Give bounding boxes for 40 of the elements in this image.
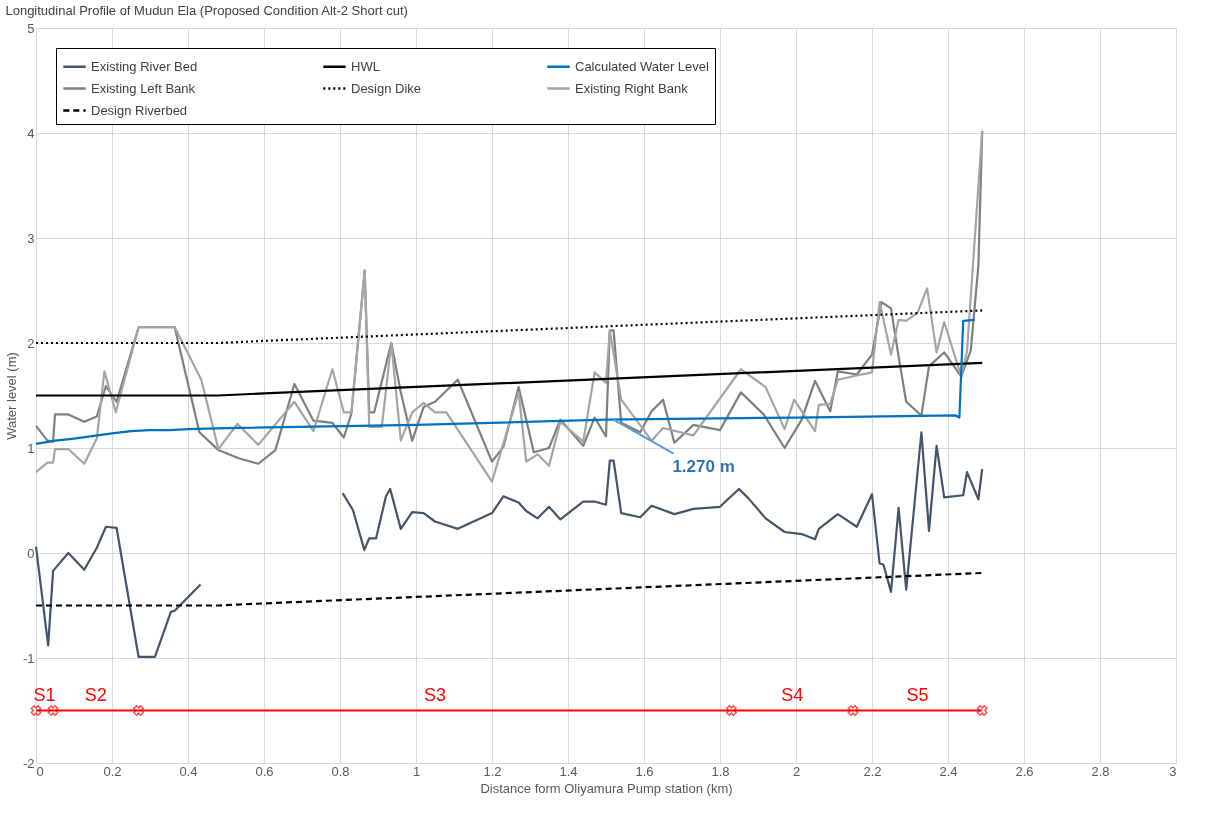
y-tick-label: -2 (22, 755, 35, 771)
x-tick-label: 3 (1169, 763, 1177, 779)
x-tick-label: 2.4 (939, 763, 958, 779)
y-tick-label: 4 (27, 125, 35, 141)
y-tick-label: 1 (27, 440, 35, 456)
annotation: S5 (906, 684, 929, 705)
annotation: S3 (423, 684, 447, 705)
y-tick-label: 0 (27, 545, 35, 561)
legend-label: HWL (351, 58, 380, 74)
x-tick-label: 0.2 (103, 763, 122, 779)
legend-label: Existing Right Bank (575, 80, 689, 96)
annotation: S4 (781, 684, 804, 705)
annotation: S2 (84, 684, 107, 705)
x-tick-label: 2.2 (863, 763, 882, 779)
x-tick-label: 1.6 (635, 763, 654, 779)
annotation: 1.270 m (672, 456, 735, 476)
legend-label: Design Dike (351, 80, 422, 96)
x-tick-label: 0.4 (179, 763, 198, 779)
x-tick-label: 2.6 (1015, 763, 1034, 779)
legend-label: Existing Left Bank (91, 80, 196, 96)
x-tick-label: 0.6 (255, 763, 274, 779)
line-series (34, 318, 976, 445)
x-tick-label: 1 (412, 763, 421, 779)
annotation: S1 (33, 684, 56, 705)
legend-label: Existing River Bed (91, 58, 198, 74)
x-tick-label: 2.8 (1091, 763, 1110, 779)
x-tick-label: 1.4 (559, 763, 578, 779)
y-tick-label: 2 (27, 335, 35, 351)
chart-title: Longitudinal Profile of Mudun Ela (Proposed Condition Alt-2 Short cut) (5, 3, 408, 18)
y-tick-label: 3 (27, 230, 35, 246)
y-tick-label: 5 (27, 20, 35, 36)
legend-label: Design Riverbed (91, 102, 188, 118)
x-tick-label: 1.8 (711, 763, 730, 779)
y-axis-title: Water level (m) (3, 352, 19, 440)
x-axis-title: Distance form Oliyamura Pump station (km) (480, 780, 733, 796)
x-tick-label: 0.8 (331, 763, 350, 779)
y-tick-label: -1 (22, 650, 35, 666)
legend-label: Calculated Water Level (575, 58, 710, 74)
x-tick-label: 2 (792, 763, 801, 779)
x-tick-label: 1.2 (483, 763, 502, 779)
